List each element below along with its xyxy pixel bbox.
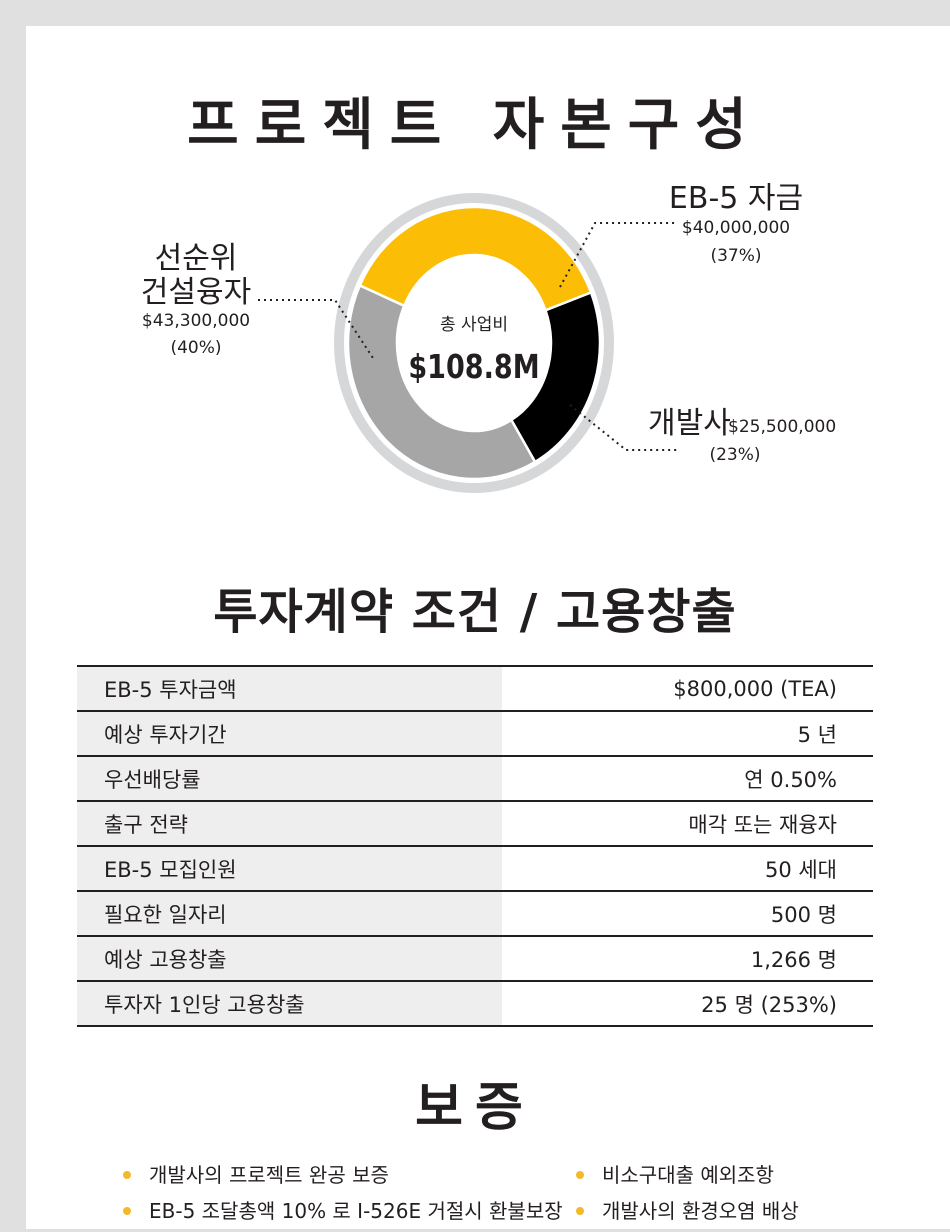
terms-row-label: 투자자 1인당 고용창출	[77, 981, 502, 1027]
eb5-slice	[358, 205, 593, 312]
leader-line-senior-loan	[258, 299, 374, 359]
bullet-icon	[123, 1170, 131, 1179]
terms-row: EB-5 투자금액 $800,000 (TEA)	[77, 665, 873, 712]
investment-terms-table: EB-5 투자금액 $800,000 (TEA) 예상 투자기간 5 년 우선배당률 연 …	[77, 665, 873, 1027]
eb5-amount: $40,000,000	[682, 218, 790, 238]
senior-loan-label-line1: 선순위	[155, 241, 238, 276]
eb5-percent: (37%)	[710, 246, 761, 266]
terms-row-label: 필요한 일자리	[77, 891, 502, 937]
bullet-icon	[123, 1206, 131, 1215]
chart-outer-ring	[334, 193, 614, 493]
guarantee-text: EB-5 조달총액 10% 로 I-526E 거절시 환불보장	[149, 1199, 563, 1223]
guarantee-item: EB-5 조달총액 10% 로 I-526E 거절시 환불보장	[123, 1196, 563, 1232]
guarantee-item: 개발사의 프로젝트 완공 보증	[123, 1160, 563, 1196]
terms-row: 필요한 일자리 500 명	[77, 891, 873, 937]
guarantee-text: 비소구대출 예외조항	[602, 1163, 774, 1187]
senior-loan-percent: (40%)	[170, 338, 221, 358]
terms-row: 투자자 1인당 고용창출 25 명 (253%)	[77, 981, 873, 1027]
eb5-label: EB-5 자금	[669, 181, 803, 216]
terms-row-label: 예상 고용창출	[77, 936, 502, 982]
terms-row-value: $800,000 (TEA)	[502, 665, 873, 712]
terms-row-label: EB-5 모집인원	[77, 846, 502, 892]
terms-row-label: 출구 전략	[77, 801, 502, 847]
terms-row-label: 우선배당률	[77, 756, 502, 802]
developer-amount: $25,500,000	[728, 417, 836, 437]
terms-row-value: 연 0.50%	[502, 756, 873, 802]
bullet-icon	[576, 1206, 584, 1215]
terms-row: 우선배당률 연 0.50%	[77, 756, 873, 802]
guarantee-text: 개발사의 환경오염 배상	[602, 1199, 799, 1223]
investment-terms-title: 투자계약 조건 / 고용창출	[213, 584, 737, 640]
guarantees-left-column: 개발사의 프로젝트 완공 보증 EB-5 조달총액 10% 로 I-526E 거절…	[123, 1160, 563, 1232]
senior-loan-slice	[346, 283, 537, 481]
terms-row: EB-5 모집인원 50 세대	[77, 846, 873, 892]
capital-structure-donut-chart: 총 사업비 $108.8M EB-5 자금 $40,000,000 (37%) …	[141, 181, 836, 493]
terms-row: 예상 투자기간 5 년	[77, 711, 873, 757]
bullet-icon	[576, 1170, 584, 1179]
center-label: 총 사업비	[440, 315, 508, 335]
senior-loan-label-line2: 건설융자	[141, 275, 251, 310]
developer-percent: (23%)	[709, 445, 760, 465]
terms-row-value: 5 년	[502, 711, 873, 757]
terms-row-value: 25 명 (253%)	[502, 981, 873, 1027]
terms-row-value: 500 명	[502, 891, 873, 937]
terms-row-value: 매각 또는 재융자	[502, 801, 873, 847]
leader-line-eb5	[559, 222, 678, 288]
terms-row-label: EB-5 투자금액	[77, 665, 502, 712]
terms-row-label: 예상 투자기간	[77, 711, 502, 757]
terms-row: 출구 전략 매각 또는 재융자	[77, 801, 873, 847]
guarantee-text: 개발사의 프로젝트 완공 보증	[149, 1163, 389, 1187]
capital-structure-title: 프로젝트 자본구성	[187, 93, 763, 158]
center-value: $108.8M	[408, 348, 539, 386]
developer-label: 개발사	[648, 406, 731, 441]
guarantees-title: 보증	[415, 1078, 535, 1138]
corner-block	[0, 0, 26, 152]
terms-row: 예상 고용창출 1,266 명	[77, 936, 873, 982]
guarantee-item: 개발사의 환경오염 배상	[576, 1196, 799, 1232]
senior-loan-amount: $43,300,000	[142, 311, 250, 331]
terms-row-value: 1,266 명	[502, 936, 873, 982]
guarantee-item: 비소구대출 예외조항	[576, 1160, 799, 1196]
terms-row-value: 50 세대	[502, 846, 873, 892]
